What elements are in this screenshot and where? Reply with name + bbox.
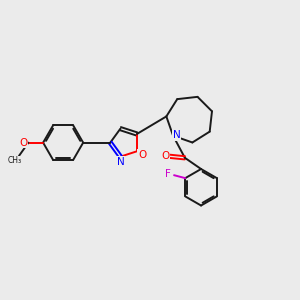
Text: O: O: [138, 150, 146, 160]
Text: CH₃: CH₃: [8, 156, 22, 165]
Text: O: O: [19, 138, 27, 148]
Text: N: N: [173, 130, 181, 140]
Text: N: N: [116, 157, 124, 166]
Text: O: O: [161, 152, 169, 161]
Text: F: F: [165, 169, 171, 179]
